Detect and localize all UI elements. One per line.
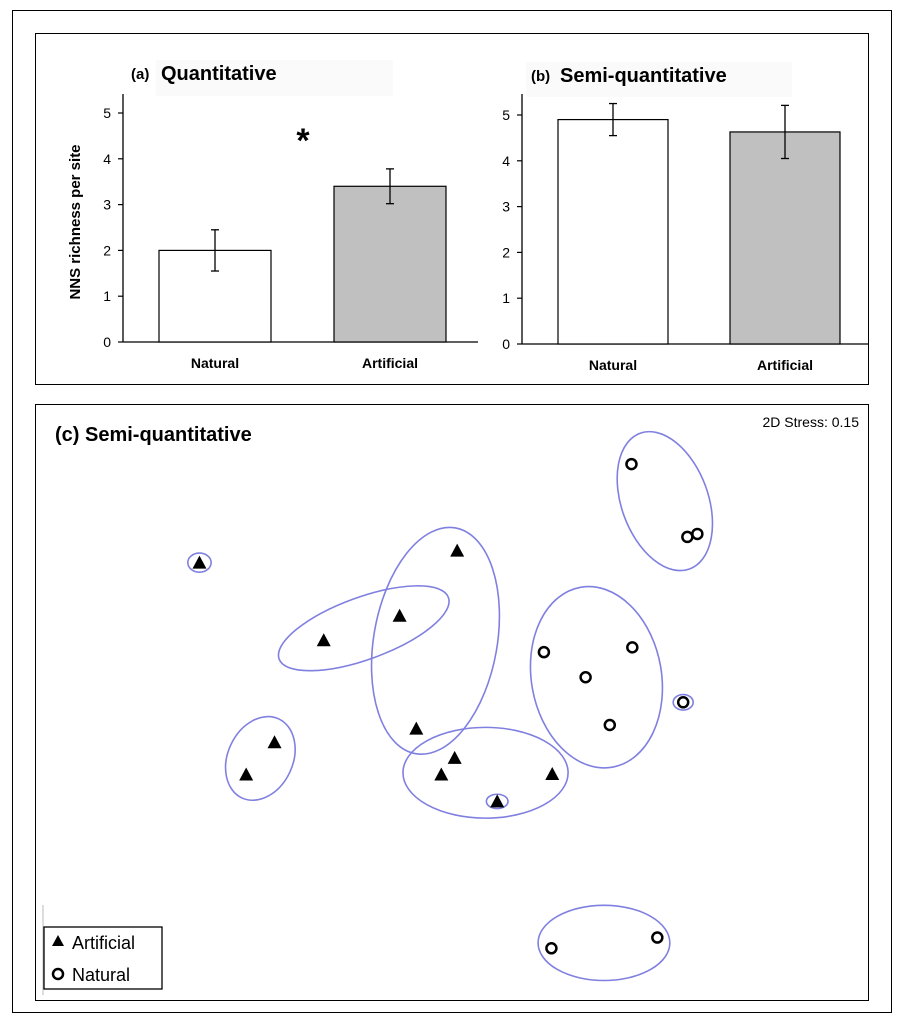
panel-a-ytick-label: 0 <box>103 334 111 350</box>
panel-b-ytick-label: 1 <box>502 290 510 306</box>
natural-site-point <box>681 530 694 544</box>
artificial-site-point <box>267 735 282 749</box>
natural-site-point <box>651 931 664 944</box>
legend-triangle-marker <box>52 935 64 946</box>
panel-b-title-text: Semi-quantitative <box>560 65 727 87</box>
panel-b-bar-natural <box>557 118 669 345</box>
legend: Artificial Natural <box>42 905 163 995</box>
group-ellipse <box>370 526 501 756</box>
natural-site-point <box>676 696 690 709</box>
panel-a: (a) Quantitative NNS richness per site 0… <box>67 60 478 371</box>
group-ellipse <box>277 585 450 672</box>
legend-label-artificial: Artificial <box>72 933 135 953</box>
bar-panels-box: (a) Quantitative NNS richness per site 0… <box>35 33 869 385</box>
natural-site-point <box>691 527 704 541</box>
panel-b-ytick-label: 4 <box>502 153 510 169</box>
panel-a-ytick-label: 4 <box>103 151 111 167</box>
group-ellipse <box>537 904 671 982</box>
artificial-site-point <box>409 721 424 735</box>
group-ellipse <box>224 715 296 802</box>
panel-b-bar-artificial <box>729 131 841 345</box>
artificial-site-point <box>192 555 207 569</box>
panel-b-ytick-label: 0 <box>502 336 510 352</box>
group-ellipse <box>529 585 664 769</box>
natural-site-point <box>537 645 551 659</box>
natural-site-point <box>626 641 639 654</box>
panel-b-category-label: Natural <box>589 357 637 373</box>
artificial-site-point <box>434 767 449 781</box>
artificial-site-point <box>447 750 462 764</box>
natural-site-point <box>579 670 592 684</box>
figure-frame <box>12 10 892 1013</box>
panel-a-bar-artificial <box>333 185 447 343</box>
group-ellipse <box>186 552 212 573</box>
panel-b-ytick-label: 3 <box>502 199 510 215</box>
panel-a-ytick-label: 1 <box>103 288 111 304</box>
panel-b: (b) Semi-quantitative 0 1 2 3 4 5 Natural Arti… <box>502 62 868 373</box>
panel-a-ylabel: NNS richness per site <box>67 144 84 299</box>
panel-a-ytick-label: 2 <box>103 242 111 258</box>
panel-a-category-label: Natural <box>191 355 239 371</box>
panel-a-title-text: Quantitative <box>161 63 277 85</box>
group-ellipse <box>672 693 694 711</box>
panel-a-ytick-label: 3 <box>103 197 111 213</box>
group-ellipse <box>485 793 509 810</box>
stress-label: 2D Stress: 0.15 <box>763 414 860 430</box>
artificial-site-point <box>450 543 465 557</box>
natural-site-point <box>603 718 617 732</box>
artificial-site-point <box>239 767 254 781</box>
nmds-svg: (c) Semi-quantitative 2D Stress: 0.15 Ar… <box>42 414 860 995</box>
panel-b-ytick-label: 5 <box>502 107 510 123</box>
panel-a-category-label: Artificial <box>362 355 418 371</box>
nmds-panel-box: (c) Semi-quantitative 2D Stress: 0.15 Ar… <box>35 404 869 1001</box>
panel-a-title-prefix: (a) <box>131 66 149 83</box>
panel-a-title-bg <box>156 60 393 96</box>
legend-label-natural: Natural <box>72 965 130 985</box>
natural-site-point <box>625 457 638 471</box>
artificial-site-point <box>545 766 560 780</box>
panel-b-ytick-label: 2 <box>502 244 510 260</box>
artificial-site-point <box>490 794 505 808</box>
bar-charts-svg: (a) Quantitative NNS richness per site 0… <box>67 60 868 373</box>
artificial-site-point <box>316 633 331 647</box>
natural-site-point <box>545 942 558 955</box>
legend-circle-marker <box>51 967 65 981</box>
panel-c-title: (c) Semi-quantitative <box>55 424 252 446</box>
group-ellipse <box>402 726 569 819</box>
panel-b-category-label: Artificial <box>757 357 813 373</box>
artificial-site-point <box>392 608 407 622</box>
panel-b-title-bg <box>526 62 792 97</box>
panel-b-title-prefix: (b) <box>531 68 550 85</box>
panel-a-significance-asterisk: * <box>296 122 310 160</box>
panel-a-ytick-label: 5 <box>103 105 111 121</box>
group-ellipse <box>616 430 714 572</box>
legend-box <box>43 926 163 990</box>
